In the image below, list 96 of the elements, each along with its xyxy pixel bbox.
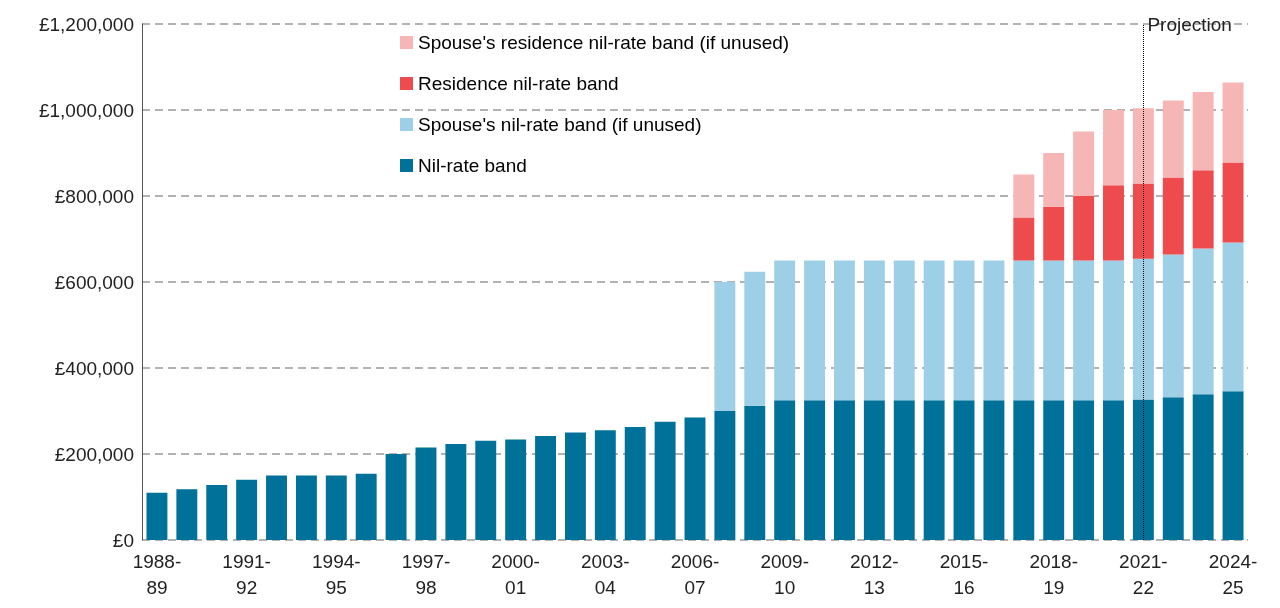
bar xyxy=(744,271,766,406)
bar xyxy=(804,400,826,540)
bar xyxy=(1222,82,1244,163)
bar xyxy=(863,260,885,401)
bar xyxy=(1073,260,1095,401)
bar xyxy=(1132,399,1154,540)
y-tick-label: £600,000 xyxy=(54,271,134,293)
x-tick-label: 2000-01 xyxy=(491,550,540,598)
bar xyxy=(1043,400,1065,540)
bar xyxy=(1073,400,1095,540)
bar xyxy=(1192,170,1214,249)
bar xyxy=(1192,394,1214,540)
bar xyxy=(355,473,377,540)
bar xyxy=(654,421,676,540)
bar xyxy=(983,400,1005,540)
bar xyxy=(1222,242,1244,392)
bar xyxy=(1103,110,1124,186)
bar xyxy=(834,400,855,540)
x-tick-label: 2012-13 xyxy=(850,550,899,598)
x-tick-label: 2021-22 xyxy=(1119,550,1168,598)
bar xyxy=(953,400,975,540)
bar xyxy=(176,489,198,540)
x-tick-label: 2018-19 xyxy=(1029,550,1079,598)
x-tick-label: 1994-95 xyxy=(311,550,361,598)
bar xyxy=(1162,397,1184,540)
bar xyxy=(1192,91,1214,171)
bar xyxy=(923,260,945,401)
bar xyxy=(923,400,945,540)
y-tick-label: £200,000 xyxy=(54,443,134,465)
legend-label: Spouse's nil-rate band (if unused) xyxy=(418,114,702,135)
x-tick-label: 1991-92 xyxy=(222,550,271,598)
bar xyxy=(714,282,736,411)
bar xyxy=(1192,248,1214,395)
bar xyxy=(1162,100,1184,178)
bar xyxy=(893,400,915,540)
x-tick-label: 2024-25 xyxy=(1208,550,1258,598)
legend-label: Residence nil-rate band xyxy=(418,73,619,94)
x-tick-label: 1988-89 xyxy=(132,550,182,598)
bar xyxy=(834,260,855,401)
bar xyxy=(804,260,826,401)
x-tick-label: 2015-16 xyxy=(939,550,989,598)
bar xyxy=(1132,258,1154,400)
bar xyxy=(774,260,796,401)
bar xyxy=(1073,196,1095,261)
bar xyxy=(1043,153,1065,207)
bar xyxy=(983,260,1005,401)
bar xyxy=(535,435,556,540)
x-tick-label: 1997-98 xyxy=(401,550,451,598)
bar xyxy=(1162,177,1184,255)
bar xyxy=(266,475,287,540)
bar xyxy=(236,479,258,540)
bar xyxy=(953,260,975,401)
bar xyxy=(1043,206,1065,261)
y-tick-label: £400,000 xyxy=(54,357,134,379)
y-tick-label: £800,000 xyxy=(54,185,134,207)
bar xyxy=(206,484,228,540)
bar xyxy=(295,475,317,540)
bar xyxy=(714,411,736,540)
x-tick-label: 2009-10 xyxy=(760,550,809,598)
bar xyxy=(1073,131,1095,196)
bar xyxy=(445,444,467,540)
y-tick-label: £0 xyxy=(112,529,134,551)
bar xyxy=(1103,400,1124,540)
bar xyxy=(893,260,915,401)
bar xyxy=(1013,400,1035,540)
bar xyxy=(146,492,168,540)
bar xyxy=(385,454,407,540)
bar xyxy=(684,417,706,540)
bar xyxy=(1222,162,1244,243)
y-tick-label: £1,200,000 xyxy=(38,13,134,35)
bar xyxy=(624,426,646,540)
bar xyxy=(744,405,766,540)
bar xyxy=(594,430,616,540)
legend-label: Nil-rate band xyxy=(418,155,527,176)
bar xyxy=(863,400,885,540)
bar xyxy=(1013,260,1035,401)
bar xyxy=(1013,174,1035,218)
bar xyxy=(1222,391,1244,540)
bar xyxy=(1103,260,1124,401)
bar xyxy=(1162,254,1184,398)
bar xyxy=(415,447,437,540)
bar xyxy=(1132,108,1154,184)
bar xyxy=(774,400,796,540)
bar xyxy=(505,439,527,540)
x-tick-label: 2006-07 xyxy=(670,550,720,598)
bar xyxy=(564,432,586,540)
bar xyxy=(1013,217,1035,261)
y-tick-label: £1,000,000 xyxy=(38,99,134,121)
bar xyxy=(1043,260,1065,401)
bar xyxy=(1132,183,1154,259)
bar xyxy=(475,440,497,540)
legend-label: Spouse's residence nil-rate band (if unused) xyxy=(418,32,790,53)
bar xyxy=(325,475,347,540)
ref-line-label: Projection xyxy=(1147,14,1232,35)
x-tick-label: 2003-04 xyxy=(581,550,630,598)
bar xyxy=(1103,185,1124,261)
